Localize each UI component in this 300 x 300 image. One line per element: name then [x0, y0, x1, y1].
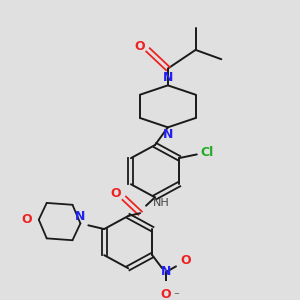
Text: O: O: [181, 254, 191, 267]
Text: O: O: [161, 288, 171, 300]
Text: NH: NH: [153, 198, 170, 208]
Text: O: O: [110, 187, 121, 200]
Text: ⁻: ⁻: [173, 291, 179, 300]
Text: N: N: [161, 266, 171, 278]
Text: Cl: Cl: [200, 146, 213, 159]
Text: N: N: [163, 71, 173, 84]
Text: N: N: [163, 128, 173, 141]
Text: O: O: [22, 213, 32, 226]
Text: O: O: [135, 40, 146, 53]
Text: N: N: [75, 210, 85, 224]
